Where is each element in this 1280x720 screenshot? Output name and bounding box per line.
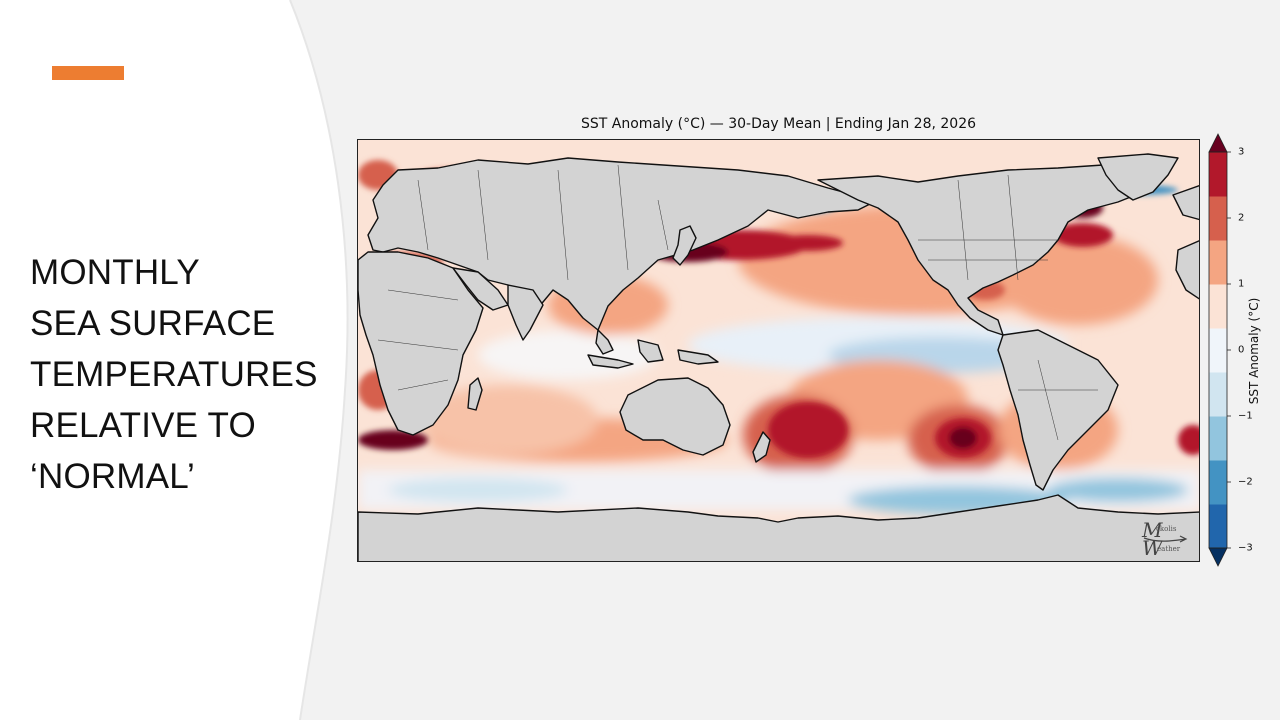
- colorbar-bin: [1209, 196, 1227, 241]
- colorbar-tick-label: 1: [1238, 278, 1245, 290]
- colorbar-tick-label: −2: [1238, 476, 1253, 488]
- accent-bar: [52, 66, 124, 80]
- country-borders: [377, 164, 1098, 441]
- land: [358, 153, 1199, 561]
- colorbar-label: SST Anomaly (°C): [1247, 297, 1261, 405]
- colorbar-bin: [1209, 152, 1227, 197]
- watermark-text-top: ckolis: [1156, 525, 1177, 533]
- colorbar-extend-max: [1208, 133, 1228, 153]
- colorbar-tick-label: 0: [1238, 344, 1245, 356]
- colorbar-tick-label: 2: [1238, 212, 1245, 224]
- colorbar-tick-label: −1: [1238, 410, 1253, 422]
- svg-text:M: M: [1141, 518, 1163, 542]
- colorbar-bin: [1209, 328, 1227, 373]
- watermark-glyph: M W: [1141, 518, 1188, 560]
- colorbar: [1208, 133, 1231, 567]
- watermark-logo: M W ckolis eather: [1140, 517, 1190, 560]
- slide-title-line: SEA SURFACE: [30, 304, 276, 343]
- map-canvas: [358, 140, 1199, 561]
- slide-title-line: RELATIVE TO: [30, 406, 256, 445]
- colorbar-tick-label: 3: [1238, 146, 1245, 158]
- colorbar-bin: [1209, 460, 1227, 505]
- slide-title-line: MONTHLY: [30, 253, 200, 292]
- colorbar-bin: [1209, 372, 1227, 417]
- slide-title: MONTHLY SEA SURFACE TEMPERATURES RELATIV…: [30, 247, 330, 502]
- svg-text:W: W: [1142, 536, 1164, 557]
- colorbar-bin: [1209, 416, 1227, 461]
- colorbar-tick-label: −3: [1238, 542, 1253, 554]
- colorbar-bin: [1209, 504, 1227, 549]
- map-title: SST Anomaly (°C) — 30-Day Mean | Ending …: [580, 116, 977, 132]
- slide-title-line: TEMPERATURES: [30, 355, 318, 394]
- watermark-text-bottom: eather: [1157, 545, 1181, 553]
- colorbar-extend-min: [1208, 547, 1228, 567]
- slide-title-line: ‘NORMAL’: [30, 457, 195, 496]
- colorbar-bin: [1209, 284, 1227, 329]
- colorbar-bin: [1209, 240, 1227, 285]
- sst-anomaly-map: [357, 139, 1200, 562]
